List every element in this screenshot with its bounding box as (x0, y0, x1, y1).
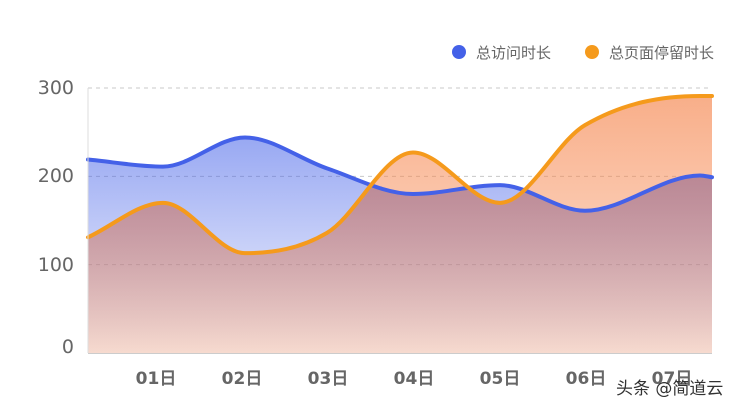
y-tick-label: 0 (61, 336, 74, 358)
legend-label: 总访问时长 (475, 43, 551, 62)
x-tick-label: 04日 (393, 369, 435, 389)
y-tick-label: 100 (37, 254, 74, 276)
x-tick-label: 05日 (479, 369, 521, 389)
y-tick-label: 300 (37, 77, 74, 99)
x-tick-label: 01日 (135, 369, 177, 389)
series-line[interactable] (86, 93, 714, 256)
series-areas (88, 95, 712, 353)
legend-item-total-visit-duration[interactable]: 总访问时长 (451, 42, 551, 63)
chart-legend: 总访问时长 总页面停留时长 (451, 40, 746, 64)
series-line[interactable] (86, 135, 714, 213)
legend-dot-icon (451, 45, 466, 59)
x-tick-label: 03日 (307, 369, 349, 389)
y-tick-label: 200 (37, 165, 74, 187)
legend-dot-icon (584, 45, 599, 59)
x-tick-label: 02日 (221, 369, 263, 389)
legend-label: 总页面停留时长 (608, 43, 714, 62)
x-tick-label: 07日 (651, 369, 693, 389)
series-lines (86, 93, 714, 256)
legend-item-total-page-stay-duration[interactable]: 总页面停留时长 (584, 42, 714, 63)
watermark: 头条 @简道云 (616, 379, 724, 399)
x-tick-label: 06日 (565, 369, 607, 389)
